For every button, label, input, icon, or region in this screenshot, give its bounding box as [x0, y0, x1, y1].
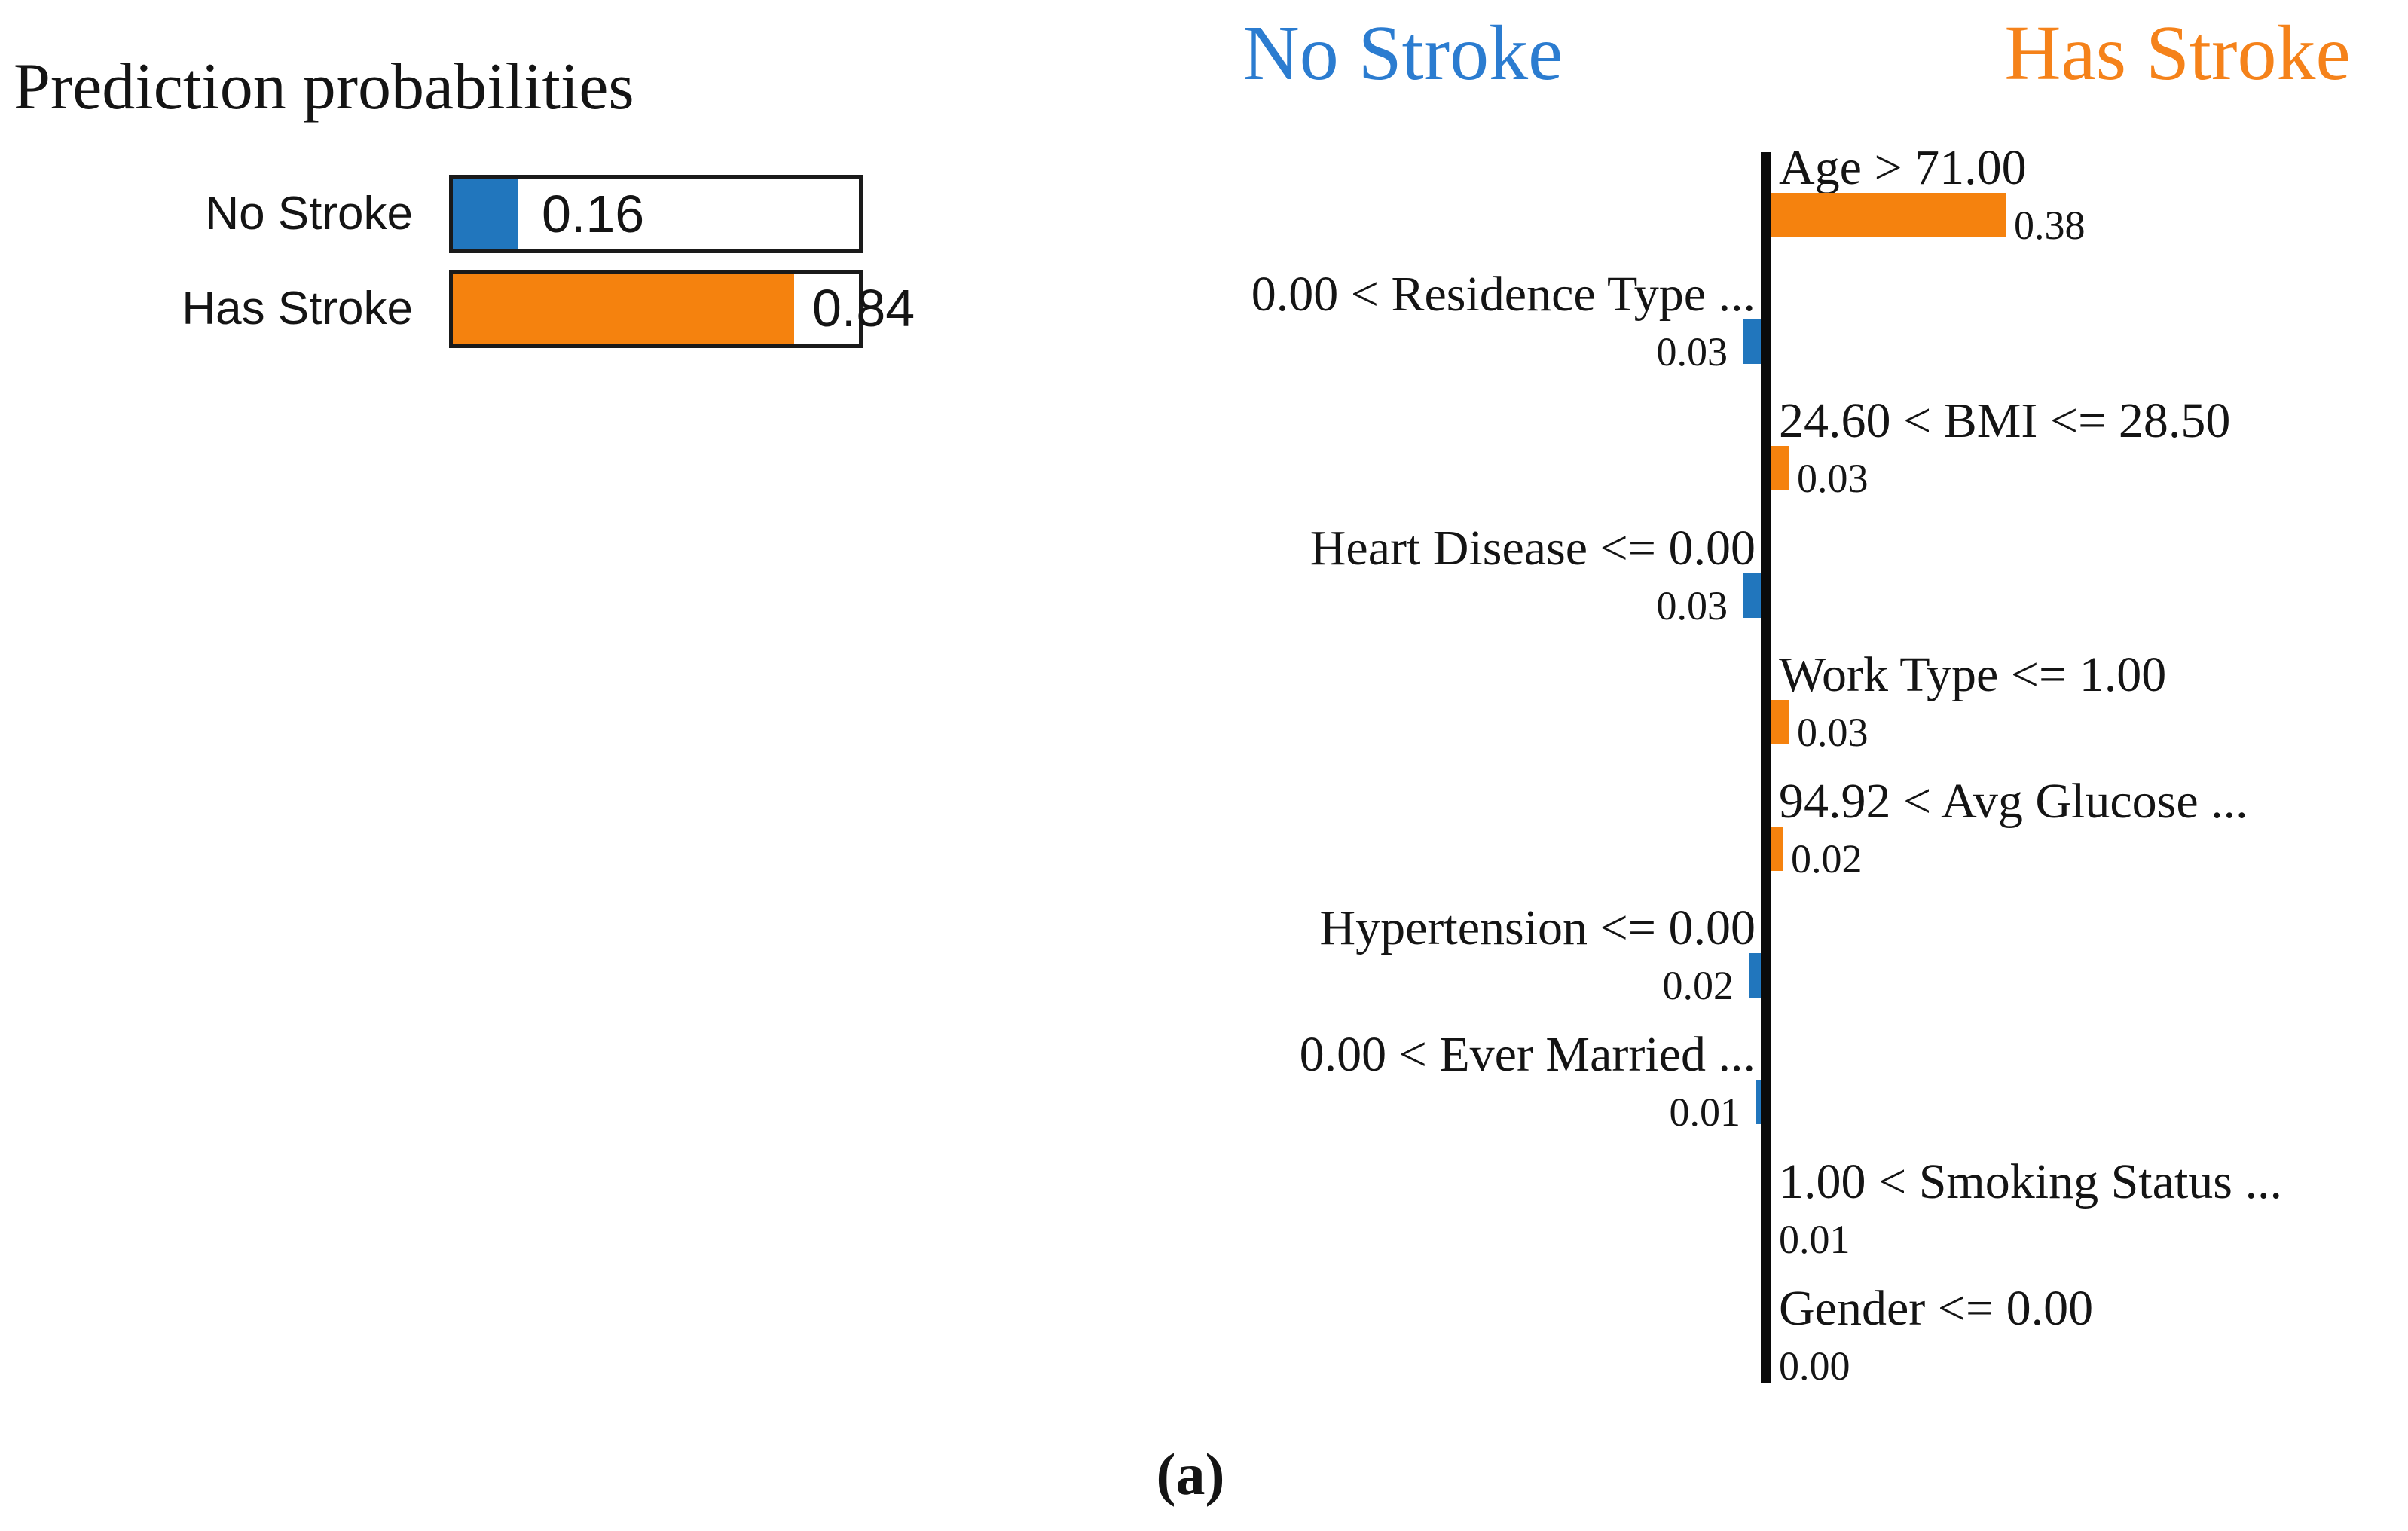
prob-value-has-stroke: 0.84: [812, 279, 915, 338]
feature-value: 0.02: [1662, 963, 1734, 1008]
feature-bar: [1749, 953, 1761, 998]
prob-bar-has-stroke: [449, 270, 863, 348]
feature-bar: [1771, 827, 1783, 871]
feature-label: Hypertension <= 0.00: [1319, 900, 1756, 955]
pred-label-no-stroke: No Stroke: [205, 188, 413, 240]
class-header-no-stroke: No Stroke: [1242, 10, 1563, 96]
pred-label-has-stroke: Has Stroke: [182, 283, 413, 335]
class-header-has-stroke: Has Stroke: [2004, 10, 2351, 96]
feature-value: 0.03: [1797, 710, 1869, 755]
feature-value: 0.02: [1791, 836, 1863, 882]
feature-bar: [1771, 700, 1789, 744]
feature-label: 0.00 < Ever Married ...: [1299, 1027, 1756, 1082]
feature-value: 0.00: [1779, 1343, 1850, 1389]
prob-bar-fill-has-stroke: [453, 274, 794, 344]
prediction-probabilities-title: Prediction probabilities: [14, 50, 634, 124]
feature-bar: [1756, 1080, 1761, 1124]
feature-label: 24.60 < BMI <= 28.50: [1779, 393, 2231, 448]
feature-value: 0.01: [1669, 1089, 1741, 1135]
feature-bar: [1771, 446, 1789, 490]
feature-value: 0.01: [1779, 1217, 1850, 1262]
feature-bar: [1743, 319, 1761, 364]
feature-value: 0.03: [1656, 583, 1728, 628]
feature-bar: [1743, 573, 1761, 618]
feature-label: Heart Disease <= 0.00: [1309, 521, 1756, 576]
feature-label: Age > 71.00: [1779, 140, 2027, 195]
figure-caption: (a): [1156, 1441, 1225, 1507]
prob-bar-no-stroke: 0.16: [449, 175, 863, 253]
axis-line: [1761, 152, 1771, 1383]
feature-label: 0.00 < Residence Type ...: [1251, 267, 1756, 322]
feature-value: 0.38: [2014, 203, 2086, 248]
feature-value: 0.03: [1656, 329, 1728, 374]
feature-label: 94.92 < Avg Glucose ...: [1779, 774, 2248, 829]
feature-label: Gender <= 0.00: [1779, 1281, 2094, 1336]
feature-bar: [1771, 193, 2006, 237]
feature-label: 1.00 < Smoking Status ...: [1779, 1154, 2282, 1209]
prob-value-no-stroke: 0.16: [542, 185, 645, 243]
feature-value: 0.03: [1797, 456, 1869, 501]
feature-label: Work Type <= 1.00: [1779, 647, 2167, 702]
prob-bar-fill-no-stroke: [453, 179, 518, 249]
